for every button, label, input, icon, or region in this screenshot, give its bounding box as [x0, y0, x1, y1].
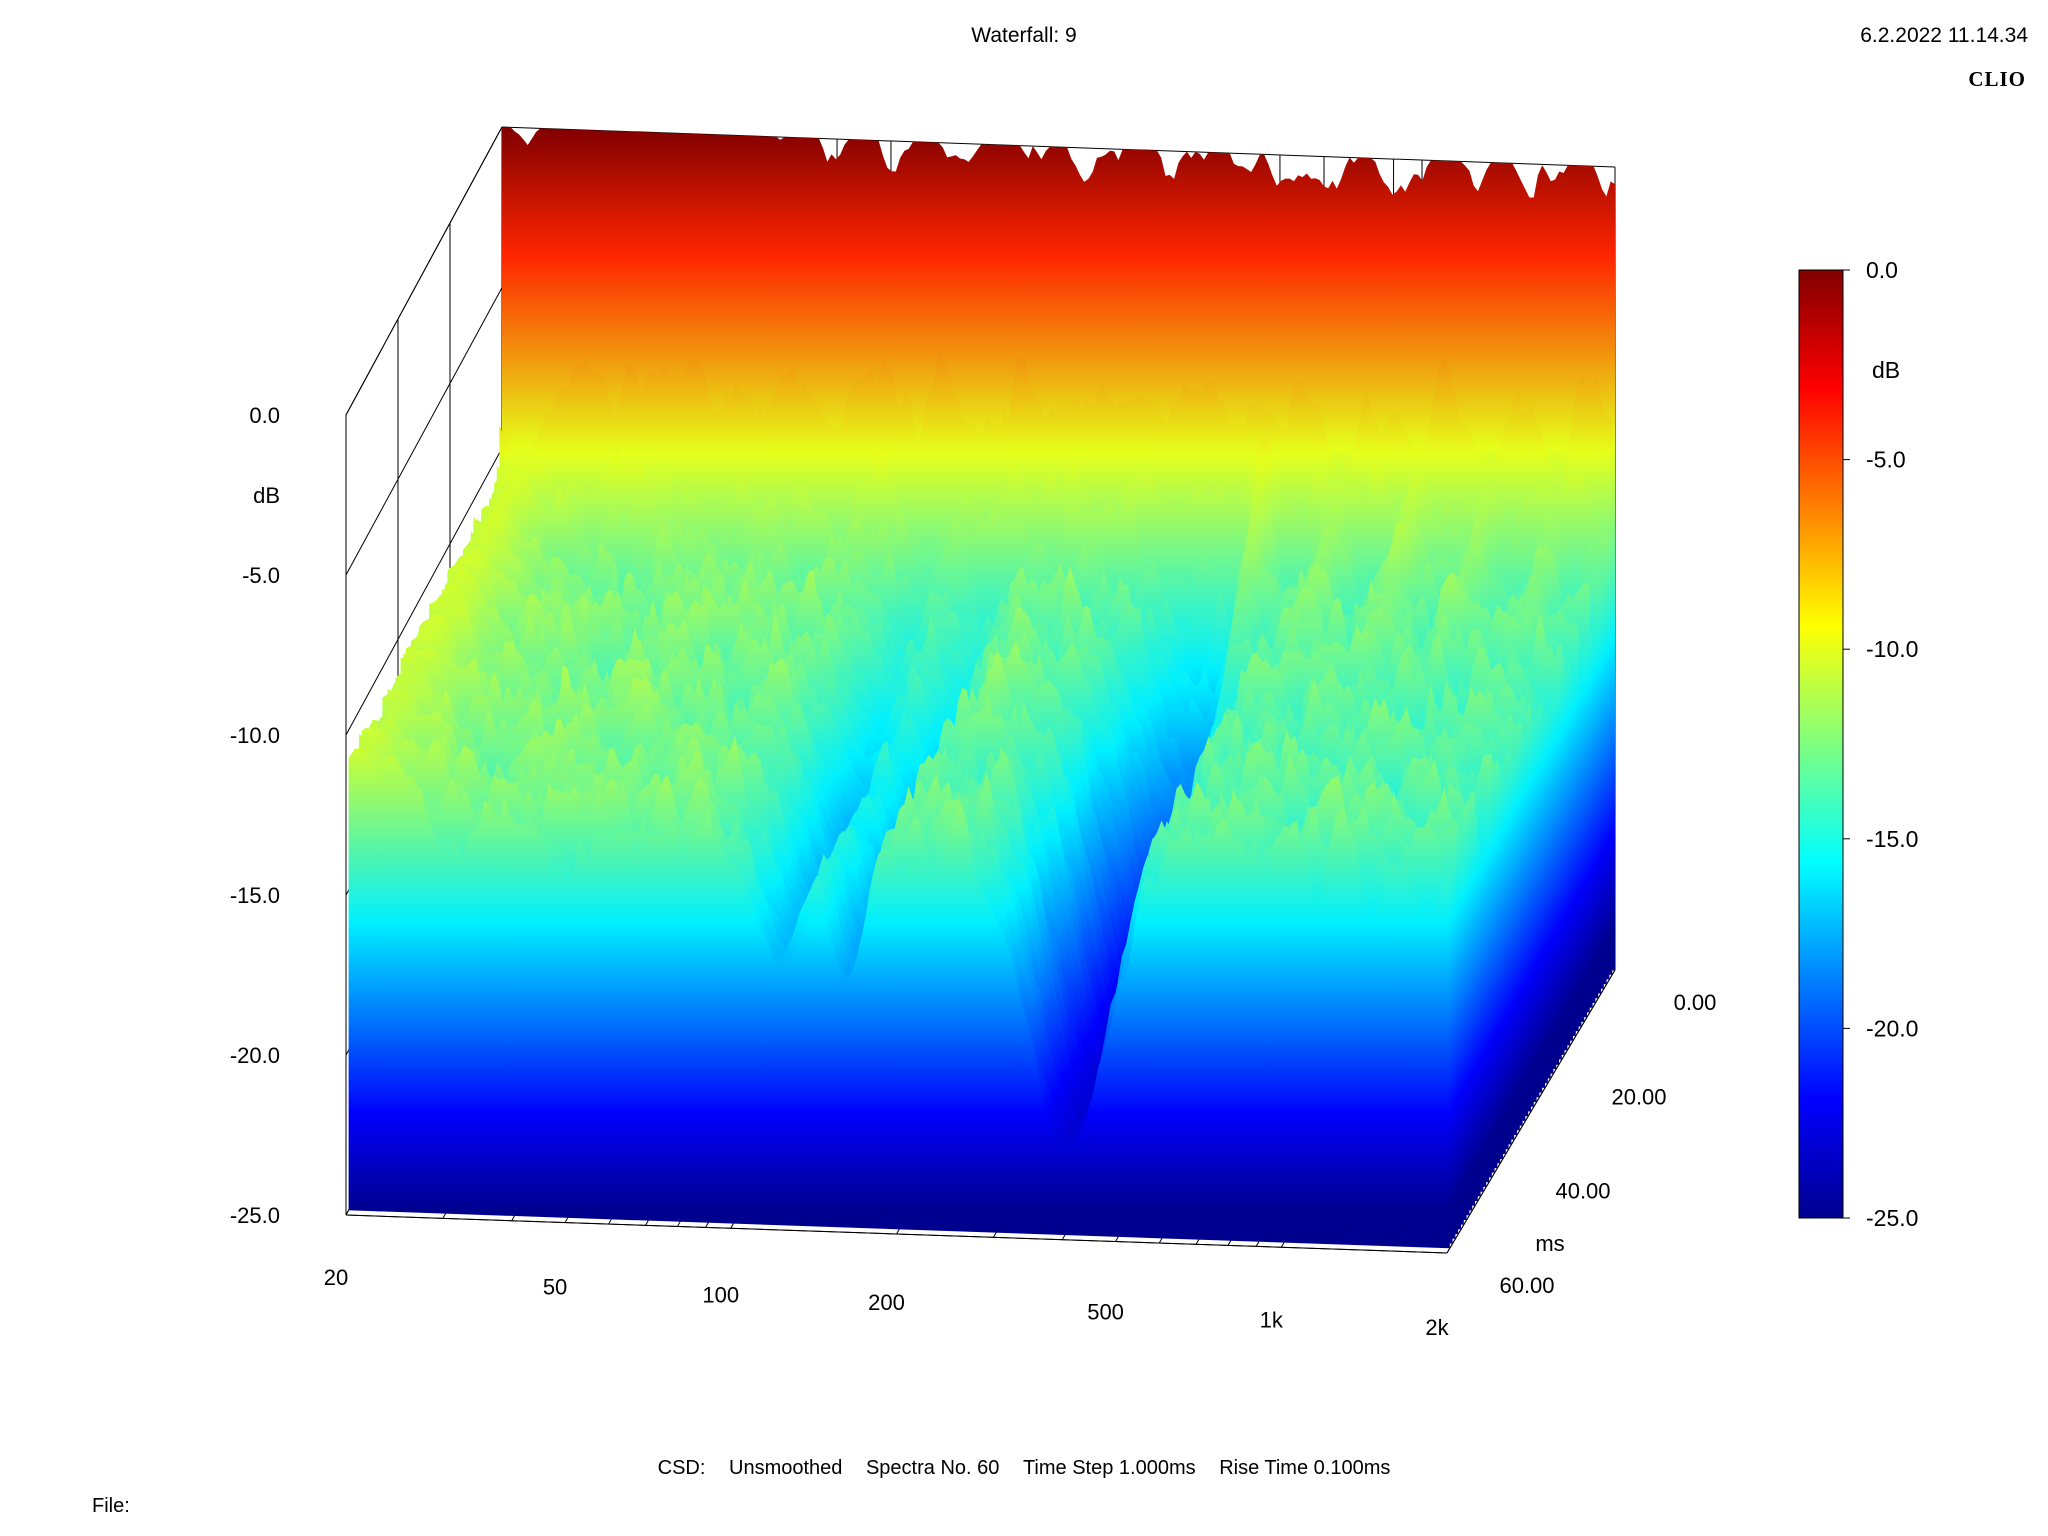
colorbar-tick-label: -25.0 — [1866, 1205, 1918, 1231]
chart-title: Waterfall: 9 — [971, 24, 1077, 47]
left-wall-db-gridline — [345, 447, 503, 736]
box-left-top-edge — [345, 126, 503, 416]
brand-logo: CLIO — [1968, 67, 2026, 91]
freq-tick-label: 50 — [543, 1275, 567, 1300]
footer-spectra: Spectra No. 60 — [865, 1457, 1000, 1479]
axis-labels: 0.0 -5.0 -10.0 -15.0 -20.0 -25.0 dB 20 50 100 200 5… — [230, 403, 1717, 1340]
waterfall-surface — [348, 127, 1615, 1249]
footer-time-step: Time Step 1.000ms — [1022, 1457, 1196, 1479]
left-wall-db-gridline — [345, 287, 503, 576]
freq-tick-label: 2k — [1425, 1315, 1449, 1340]
db-tick-label: -15.0 — [230, 883, 280, 908]
db-tick-label: -10.0 — [230, 723, 280, 748]
freq-tick-label: 20 — [324, 1265, 348, 1290]
colorbar-unit-label: dB — [1872, 357, 1900, 383]
box-front-bottom-edge — [345, 1214, 1448, 1254]
colorbar-tick-label: -5.0 — [1866, 447, 1906, 473]
db-axis-label: dB — [253, 483, 280, 508]
colorbar-tick-label: 0.0 — [1866, 257, 1898, 283]
spectrum-slice — [348, 747, 1450, 1249]
db-tick-label: -25.0 — [230, 1203, 280, 1228]
time-tick-label: 20.00 — [1611, 1084, 1666, 1109]
timestamp: 6.2.2022 11.14.34 — [1860, 24, 2028, 47]
colorbar: 0.0 -5.0 -10.0 -15.0 -20.0 -25.0 dB — [1798, 257, 1918, 1231]
colorbar-tick-label: -20.0 — [1866, 1015, 1918, 1041]
time-tick-label: 40.00 — [1555, 1179, 1610, 1204]
db-tick-label: -5.0 — [242, 563, 280, 588]
freq-tick-label: 200 — [868, 1290, 905, 1315]
file-label: File: — [92, 1495, 130, 1517]
box-right-bottom-edge — [1446, 969, 1616, 1254]
colorbar-tick-label: -10.0 — [1866, 636, 1918, 662]
colorbar-tick-label: -15.0 — [1866, 826, 1918, 852]
footer-mode: CSD: — [657, 1457, 706, 1479]
freq-tick-label: 100 — [702, 1282, 739, 1307]
box-front-edges — [345, 126, 1616, 1254]
footer-info: CSD: Unsmoothed Spectra No. 60 Time Step… — [0, 1457, 2048, 1480]
time-tick-label: 0.00 — [1674, 990, 1717, 1015]
freq-tick-label: 500 — [1087, 1300, 1124, 1325]
footer-smoothing: Unsmoothed — [729, 1457, 843, 1479]
time-tick-label: 60.00 — [1499, 1273, 1554, 1298]
db-tick-label: -20.0 — [230, 1043, 280, 1068]
freq-tick-label: 1k — [1260, 1307, 1284, 1332]
footer-rise-time: Rise Time 0.100ms — [1219, 1457, 1391, 1479]
time-axis-label: ms — [1535, 1231, 1564, 1256]
db-tick-label: 0.0 — [249, 403, 280, 428]
